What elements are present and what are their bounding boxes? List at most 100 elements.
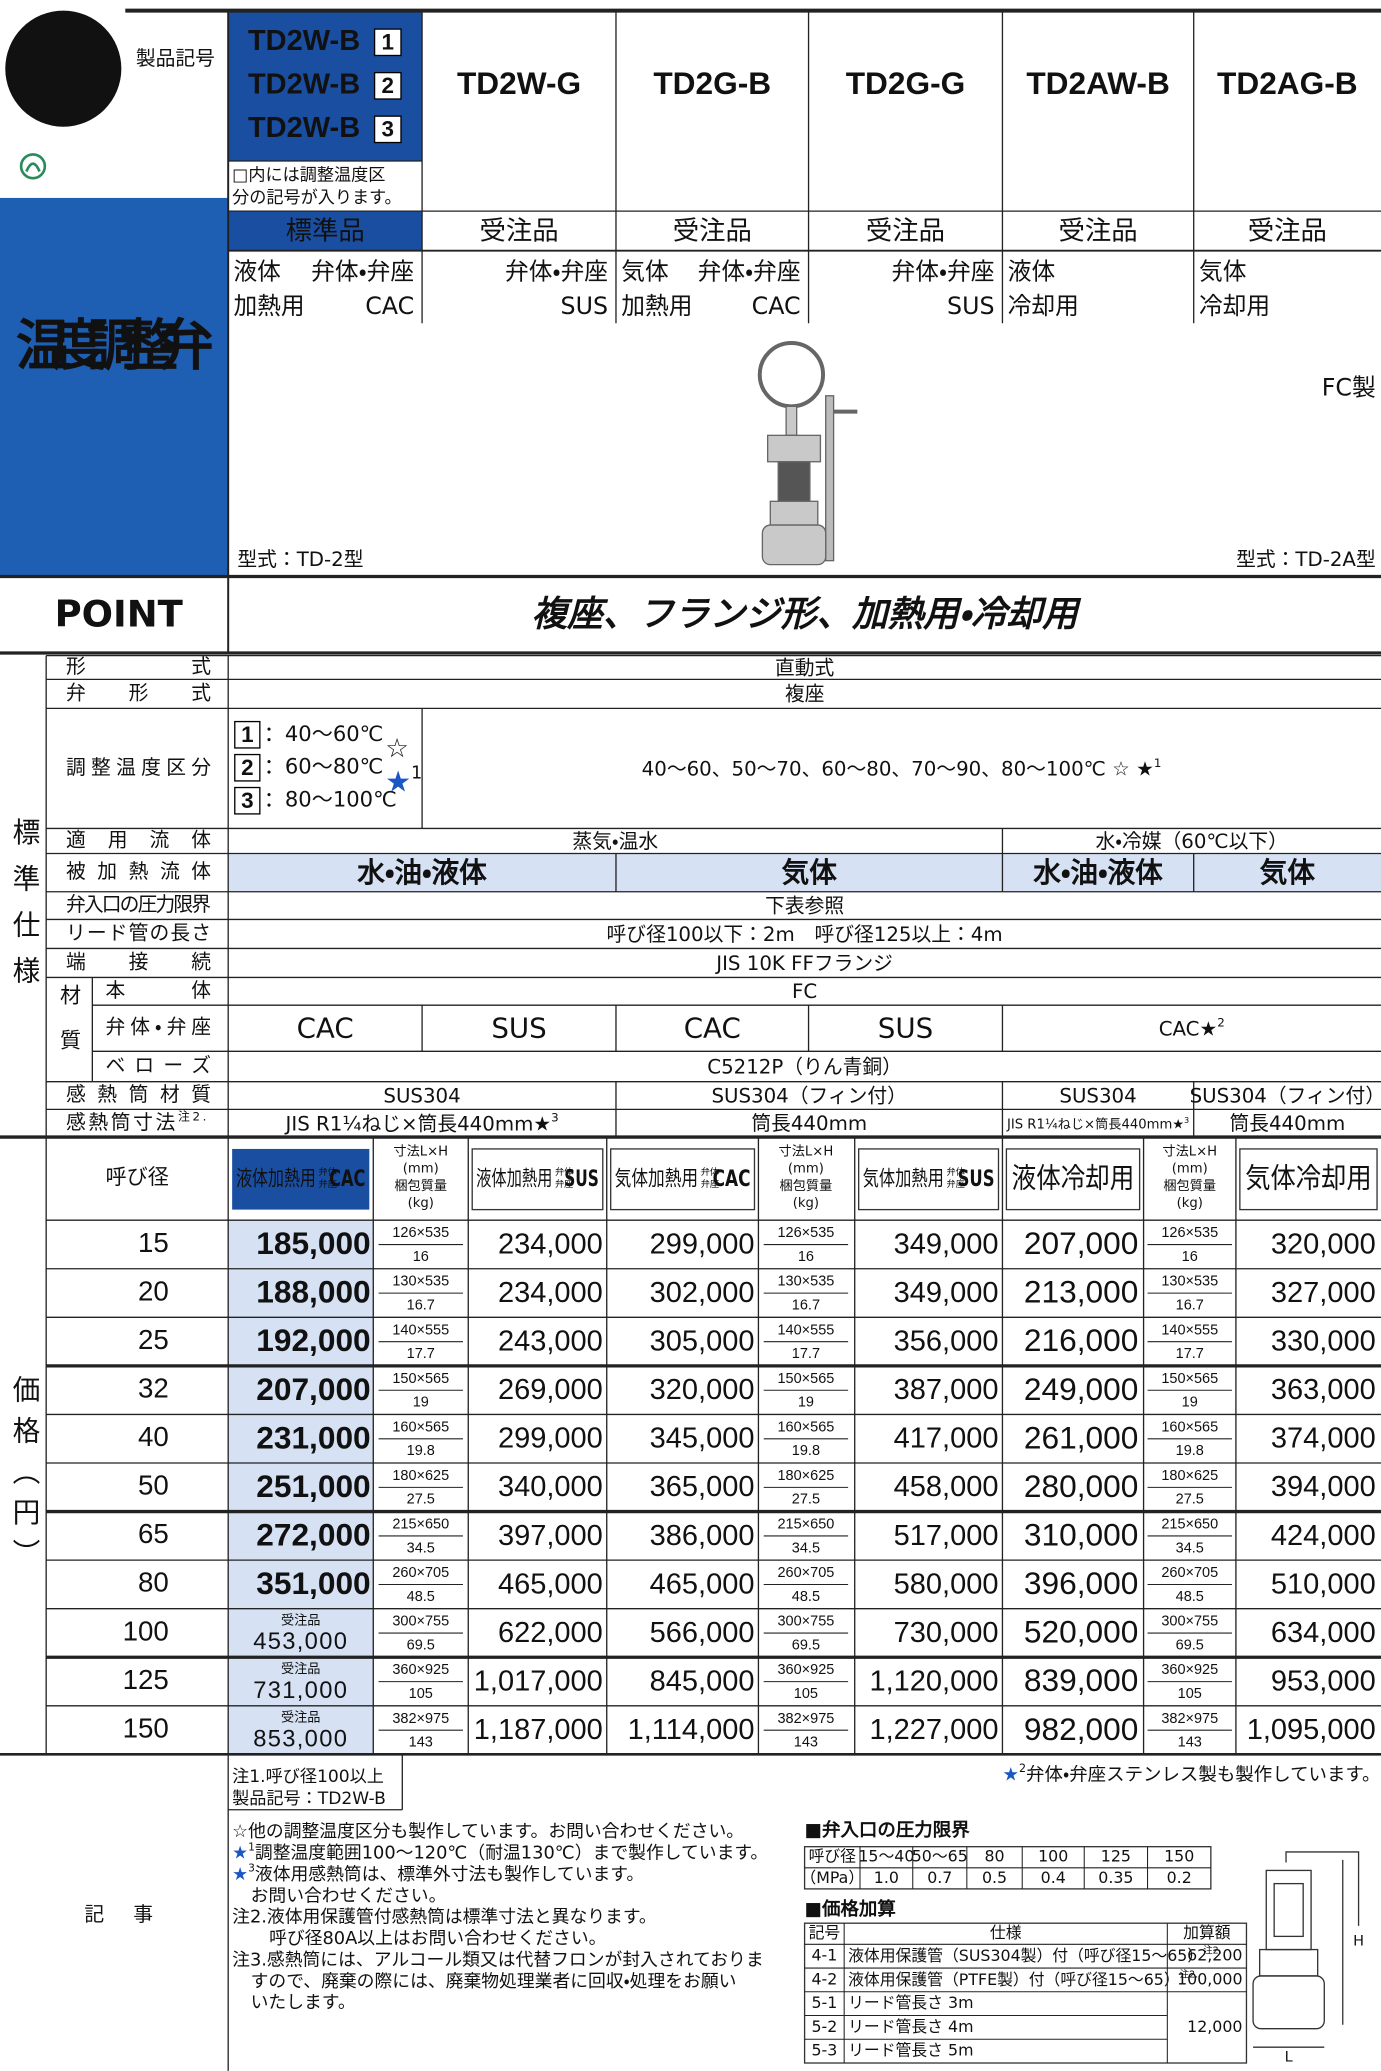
- addition-header: 仕様: [990, 1923, 1022, 1942]
- model-name: TD2W-B: [248, 112, 360, 144]
- spec-value: JIS R1¼ねじ×筒長440mm★3: [1006, 1115, 1189, 1132]
- mark-filled: ★1: [385, 763, 422, 798]
- price: 622,000: [498, 1617, 603, 1649]
- price: 243,000: [498, 1326, 603, 1358]
- price: 216,000: [1024, 1322, 1138, 1358]
- addition-code: 5-2: [811, 2017, 837, 2036]
- description: CAC: [752, 292, 801, 320]
- category-title: 温度調整弁: [16, 315, 214, 379]
- point-text: 複座、フランジ形、加熱用・冷却用: [531, 594, 1082, 635]
- weight: 143: [794, 1735, 818, 1751]
- code-box: [373, 115, 402, 144]
- price: 580,000: [894, 1568, 999, 1600]
- weight: 34.5: [792, 1540, 820, 1556]
- row-shade: [228, 853, 1381, 892]
- model-code: 3: [382, 117, 394, 142]
- material-note: FC製: [1322, 374, 1376, 402]
- column-small: 弁座: [555, 1178, 573, 1190]
- dims: 360×925: [777, 1662, 834, 1678]
- dims: 130×535: [392, 1274, 449, 1290]
- spec-value: 直動式: [775, 656, 835, 679]
- spec-value: 蒸気・温水: [572, 830, 658, 853]
- weight: 19.8: [407, 1443, 435, 1459]
- column-suffix: SUS: [564, 1166, 599, 1192]
- price: 320,000: [1271, 1228, 1376, 1260]
- column-title: 気体加熱用: [863, 1165, 944, 1190]
- weight: 19.8: [792, 1443, 820, 1459]
- price-group-label: 価格（円）: [7, 1375, 40, 1579]
- text-part: 液体用保護管（SUS304製）付（呼び径15〜65）: [848, 1946, 1203, 1965]
- note1: 注1.呼び径100以上: [232, 1767, 384, 1787]
- model-name: TD2AG-B: [1217, 65, 1358, 101]
- price: 302,000: [650, 1277, 755, 1309]
- price: 453,000: [253, 1629, 348, 1655]
- weight: 19.8: [1176, 1443, 1204, 1459]
- addition-code: 5-1: [811, 1993, 837, 2012]
- dims: 126×535: [777, 1225, 834, 1241]
- dims: 382×975: [777, 1711, 834, 1727]
- weight: 27.5: [792, 1492, 820, 1508]
- price: 566,000: [650, 1617, 755, 1649]
- size-label: 呼び径: [106, 1164, 169, 1189]
- price: 340,000: [498, 1471, 603, 1503]
- superscript: 3: [1184, 1115, 1189, 1124]
- weight: 16: [798, 1249, 814, 1265]
- text-part: すので、廃棄の際には、廃棄物処理業者に回収・処理をお願い: [251, 1971, 737, 1992]
- material-label: 材質: [58, 984, 83, 1074]
- status: 受注品: [479, 217, 558, 247]
- dims: 130×535: [1161, 1274, 1218, 1290]
- diagram-label: L: [1285, 2050, 1293, 2066]
- text-part: 呼び径80A以上はお問い合わせください。: [269, 1928, 606, 1949]
- dims: 300×755: [392, 1614, 449, 1630]
- dims: 260×705: [1161, 1565, 1218, 1581]
- price: 299,000: [650, 1228, 755, 1260]
- text-part: 液体用感熱筒は、標準外寸法も製作しています。: [255, 1864, 644, 1885]
- text-part: CAC★: [1159, 1017, 1218, 1040]
- row-shade: [228, 1414, 374, 1463]
- dims: 140×555: [392, 1322, 449, 1338]
- price: 213,000: [1024, 1274, 1138, 1310]
- price: 387,000: [894, 1374, 999, 1406]
- text-part: ★: [1002, 1764, 1019, 1785]
- weight: 69.5: [1176, 1637, 1204, 1653]
- weight: 16.7: [792, 1297, 820, 1313]
- model-name: TD2G-B: [653, 65, 771, 101]
- valve-head: [767, 434, 822, 463]
- description: 弁体・弁座: [505, 258, 608, 286]
- dims: 160×565: [1161, 1419, 1218, 1435]
- price: 1,227,000: [869, 1714, 998, 1746]
- superscript: 注2.: [1203, 1944, 1222, 1956]
- text-part: 弁体・弁座ステンレス製も製作しています。: [1026, 1764, 1380, 1785]
- model-code: 2: [382, 73, 394, 98]
- column-suffix: SUS: [958, 1166, 995, 1192]
- dims: 180×625: [777, 1468, 834, 1484]
- dims: 180×625: [1161, 1468, 1218, 1484]
- status: 標準品: [286, 217, 365, 247]
- weight: 48.5: [407, 1589, 435, 1605]
- column-small: 弁体: [555, 1166, 573, 1178]
- spec-value: JIS 10K FFフランジ: [714, 952, 893, 975]
- note-line: 注2.液体用保護管付感熱筒は標準寸法と異なります。: [232, 1907, 657, 1928]
- weight: 34.5: [1176, 1540, 1204, 1556]
- code-box: [234, 786, 261, 815]
- dims: 126×535: [392, 1225, 449, 1241]
- text-part: 注2.液体用保護管付感熱筒は標準寸法と異なります。: [232, 1907, 657, 1928]
- superscript: 1: [248, 1840, 255, 1853]
- price: 320,000: [650, 1374, 755, 1406]
- dims-header: (mm): [1172, 1162, 1208, 1177]
- price: 386,000: [650, 1520, 755, 1552]
- valve-photo: [757, 341, 858, 566]
- column-box: [858, 1148, 1000, 1211]
- description: 弁体・弁座: [892, 258, 995, 286]
- dimension-diagram: [1252, 1851, 1360, 2048]
- dims-header: 寸法L×H: [1162, 1144, 1217, 1160]
- temp-code: 1: [241, 722, 253, 747]
- model-name: TD2W-B: [248, 25, 360, 57]
- spec-label: リード管の長さ: [66, 921, 211, 944]
- price: 349,000: [894, 1228, 999, 1260]
- status: 受注品: [673, 217, 752, 247]
- description: 加熱用: [233, 292, 304, 320]
- weight: 19: [1182, 1395, 1198, 1411]
